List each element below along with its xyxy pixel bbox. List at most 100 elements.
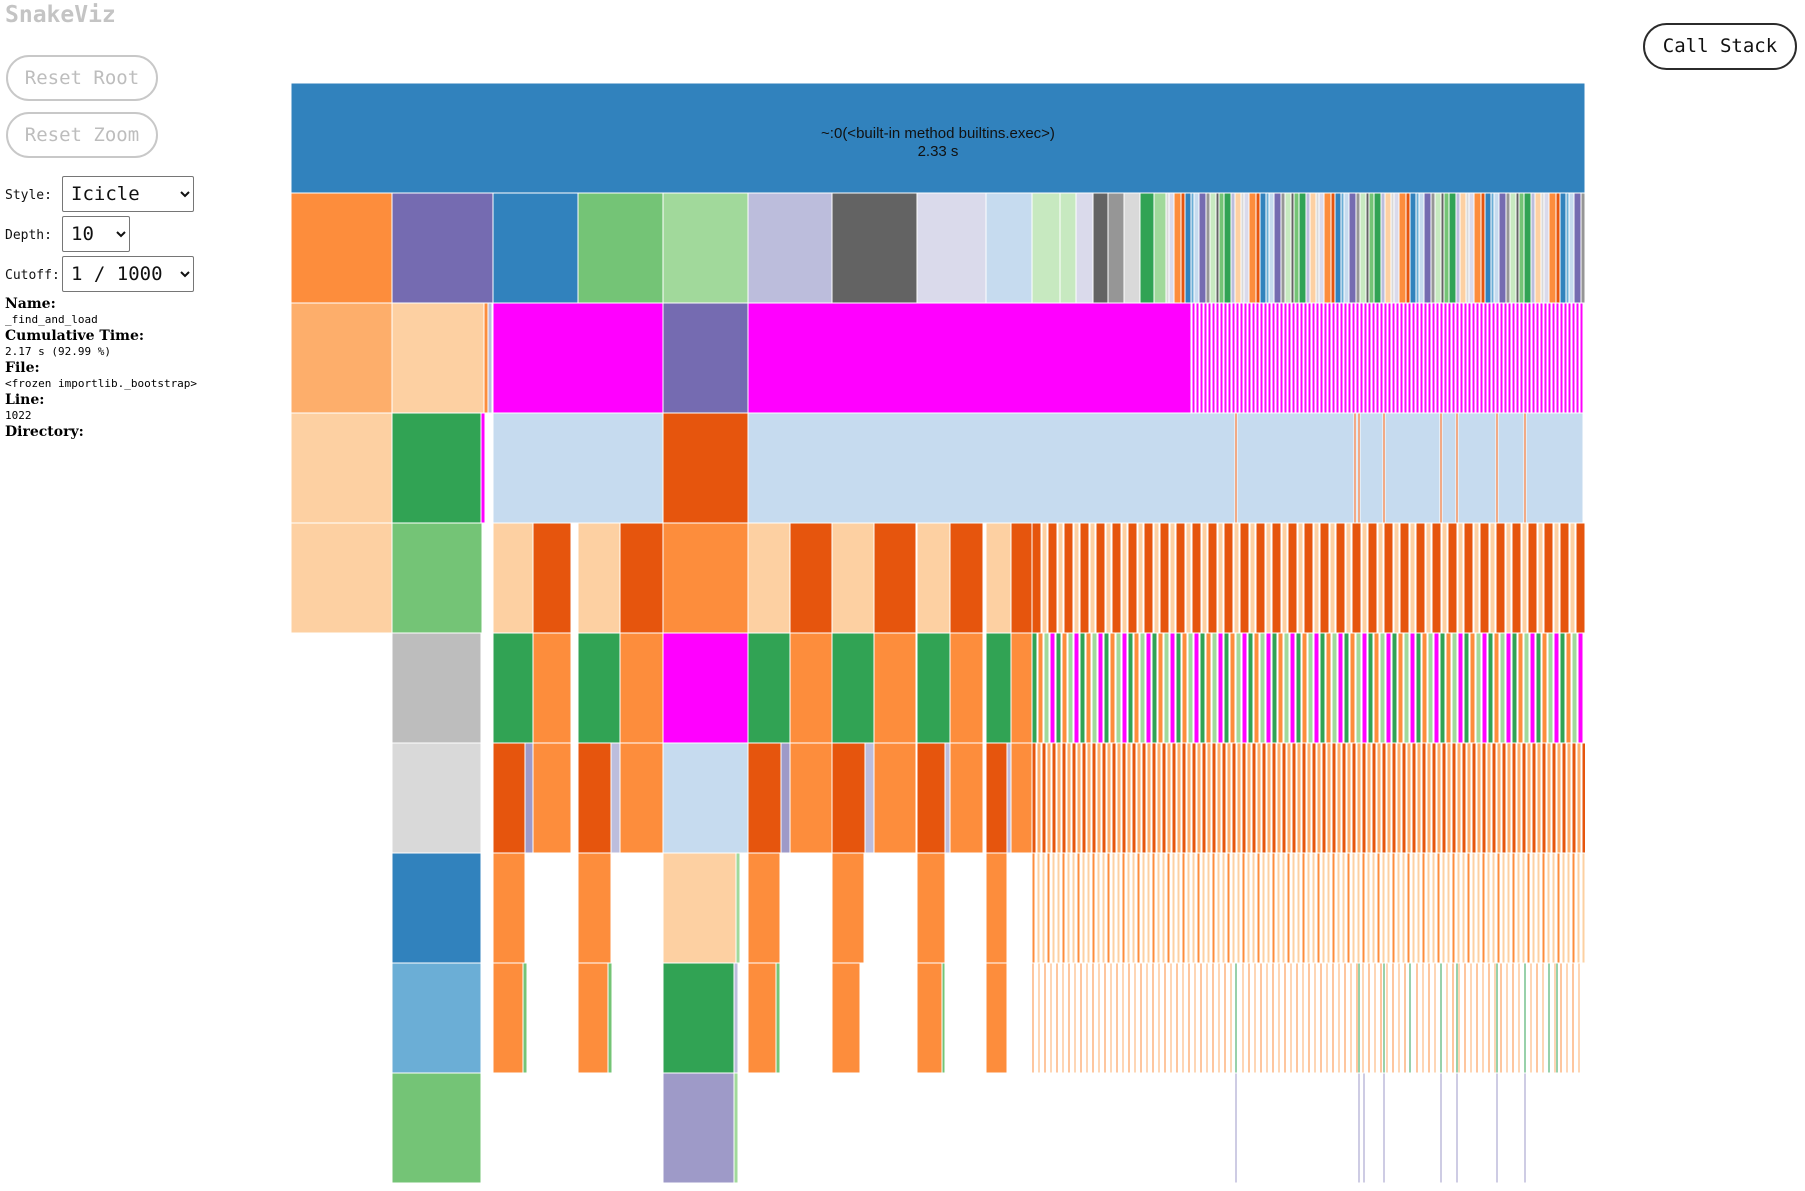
function-node[interactable]: [1168, 192, 1175, 304]
function-node[interactable]: [1295, 632, 1302, 744]
function-node[interactable]: [1268, 192, 1275, 304]
function-node[interactable]: [1233, 522, 1240, 634]
function-node[interactable]: [1466, 742, 1472, 854]
function-node[interactable]: [1205, 192, 1211, 304]
function-node[interactable]: [873, 522, 917, 634]
function-node[interactable]: [1198, 192, 1207, 304]
function-node[interactable]: [1307, 962, 1311, 1074]
function-node[interactable]: [1547, 632, 1554, 744]
function-node[interactable]: [1496, 742, 1502, 854]
function-node[interactable]: [1259, 962, 1263, 1074]
function-node[interactable]: [1191, 522, 1202, 634]
function-node[interactable]: [1548, 192, 1557, 304]
function-node[interactable]: [1297, 522, 1304, 634]
function-node[interactable]: [1298, 192, 1307, 304]
function-node[interactable]: [1103, 962, 1107, 1074]
function-node[interactable]: [1106, 852, 1111, 964]
function-node[interactable]: [1466, 302, 1469, 414]
function-node[interactable]: [1067, 962, 1071, 1074]
function-node[interactable]: [1247, 962, 1251, 1074]
reset-root-button[interactable]: Reset Root: [6, 55, 158, 101]
function-node[interactable]: [1402, 302, 1405, 414]
function-node[interactable]: [1223, 192, 1232, 304]
function-node[interactable]: [1281, 522, 1288, 634]
function-node[interactable]: [1529, 962, 1533, 1074]
function-node[interactable]: [1319, 632, 1326, 744]
function-node[interactable]: [1301, 962, 1305, 1074]
function-node[interactable]: [1181, 742, 1187, 854]
function-node[interactable]: [1359, 192, 1367, 304]
function-node[interactable]: [1146, 742, 1152, 854]
function-node[interactable]: [1569, 522, 1576, 634]
function-node[interactable]: [1506, 302, 1509, 414]
function-node[interactable]: [1006, 742, 1012, 854]
function-node[interactable]: [1306, 302, 1309, 414]
function-node[interactable]: [985, 522, 1012, 634]
function-node[interactable]: [1325, 962, 1329, 1074]
function-node[interactable]: [747, 192, 833, 304]
function-node[interactable]: [1199, 962, 1203, 1074]
function-node[interactable]: [1156, 852, 1161, 964]
function-node[interactable]: [1353, 412, 1357, 524]
function-node[interactable]: [1566, 852, 1571, 964]
function-node[interactable]: [1382, 302, 1385, 414]
function-node[interactable]: [1391, 742, 1397, 854]
style-select[interactable]: Icicle: [62, 176, 194, 212]
function-node[interactable]: [492, 742, 526, 854]
function-node[interactable]: [1010, 632, 1033, 744]
function-node[interactable]: [1505, 632, 1512, 744]
function-node[interactable]: [1555, 962, 1559, 1074]
function-node[interactable]: [1450, 302, 1453, 414]
function-node[interactable]: [1534, 192, 1542, 304]
function-node[interactable]: [1337, 632, 1344, 744]
function-node[interactable]: [1289, 962, 1293, 1074]
function-node[interactable]: [1495, 522, 1506, 634]
function-node[interactable]: [1241, 852, 1246, 964]
function-node[interactable]: [1226, 742, 1232, 854]
function-node[interactable]: [1511, 852, 1516, 964]
function-node[interactable]: [1374, 302, 1377, 414]
function-node[interactable]: [1322, 302, 1325, 414]
function-node[interactable]: [1175, 522, 1186, 634]
function-node[interactable]: [1499, 962, 1503, 1074]
function-node[interactable]: [916, 632, 951, 744]
function-node[interactable]: [662, 192, 749, 304]
function-node[interactable]: [1161, 742, 1167, 854]
function-node[interactable]: [1351, 742, 1357, 854]
function-node[interactable]: [1498, 192, 1507, 304]
function-node[interactable]: [1554, 302, 1557, 414]
function-node[interactable]: [1136, 852, 1141, 964]
function-node[interactable]: [1331, 742, 1337, 854]
function-node[interactable]: [780, 742, 791, 854]
function-node[interactable]: [1249, 522, 1256, 634]
function-node[interactable]: [1307, 632, 1314, 744]
function-node[interactable]: [1031, 632, 1038, 744]
function-node[interactable]: [1499, 632, 1506, 744]
function-node[interactable]: [1559, 632, 1566, 744]
function-node[interactable]: [1290, 302, 1293, 414]
function-node[interactable]: [1193, 962, 1197, 1074]
function-node[interactable]: [1511, 962, 1515, 1074]
function-node[interactable]: [1281, 852, 1286, 964]
function-node[interactable]: [1486, 742, 1492, 854]
function-node[interactable]: [1367, 962, 1371, 1074]
function-node[interactable]: [1143, 522, 1154, 634]
function-node[interactable]: [747, 962, 777, 1074]
function-node[interactable]: [1409, 632, 1416, 744]
function-node[interactable]: [1471, 742, 1477, 854]
function-node[interactable]: [1546, 742, 1552, 854]
function-node[interactable]: [1455, 1072, 1459, 1184]
function-node[interactable]: [1067, 632, 1074, 744]
function-node[interactable]: [733, 1072, 739, 1184]
function-node[interactable]: [1358, 302, 1361, 414]
function-node[interactable]: [577, 632, 621, 744]
function-node[interactable]: [662, 632, 749, 744]
function-node[interactable]: [1473, 192, 1482, 304]
function-node[interactable]: [1459, 192, 1467, 304]
function-node[interactable]: [1313, 632, 1320, 744]
function-node[interactable]: [1421, 742, 1427, 854]
reset-zoom-button[interactable]: Reset Zoom: [6, 112, 158, 158]
function-node[interactable]: [1506, 742, 1512, 854]
function-node[interactable]: [1455, 412, 1459, 524]
function-node[interactable]: [1145, 632, 1152, 744]
